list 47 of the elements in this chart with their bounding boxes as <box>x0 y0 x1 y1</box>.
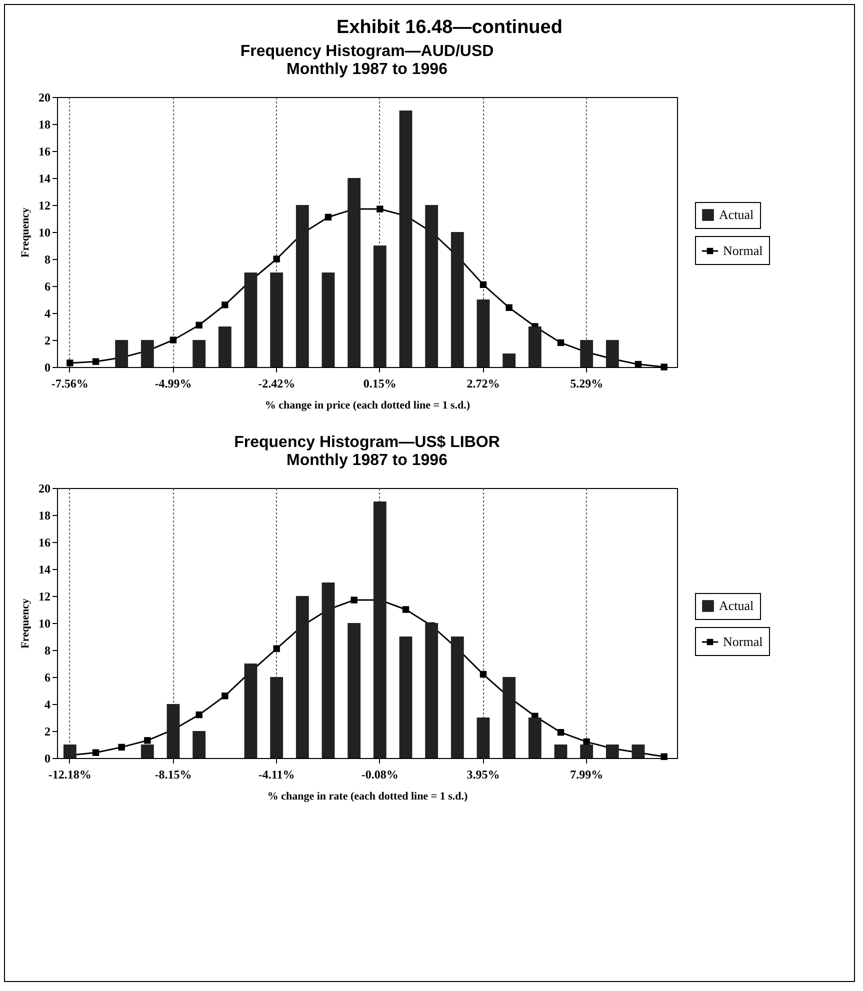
y-tick-label: 18 <box>38 118 50 132</box>
y-tick-label: 12 <box>38 198 50 212</box>
x-axis-title: % change in rate (each dotted line = 1 s.d.) <box>267 790 468 802</box>
chart-subtitle: Monthly 1987 to 1996 <box>286 61 448 78</box>
legend-label: Actual <box>719 207 754 222</box>
y-tick-label: 6 <box>44 280 50 294</box>
y-axis-title: Frequency <box>20 598 32 648</box>
x-tick-label: -12.18% <box>48 768 92 782</box>
y-tick-label: 16 <box>38 536 50 550</box>
y-tick-label: 10 <box>38 616 50 630</box>
y-tick-label: 20 <box>38 90 50 104</box>
x-tick-label: 0.15% <box>363 376 396 390</box>
chart-title: Frequency Histogram—AUD/USD <box>240 43 494 60</box>
y-tick-label: 20 <box>38 482 50 496</box>
legend-label: Actual <box>719 598 754 613</box>
x-tick-label: -4.11% <box>258 768 295 782</box>
x-tick-label: 2.72% <box>466 376 500 390</box>
y-tick-label: 6 <box>44 670 50 684</box>
y-tick-label: 4 <box>44 698 50 712</box>
y-tick-label: 0 <box>44 360 50 374</box>
y-tick-label: 16 <box>38 144 50 158</box>
y-tick-label: 10 <box>38 226 50 240</box>
x-tick-label: -0.08% <box>361 768 398 782</box>
legend-label: Normal <box>723 243 764 258</box>
y-tick-label: 8 <box>44 644 50 658</box>
y-tick-label: 18 <box>38 508 50 522</box>
y-tick-label: 4 <box>44 306 50 320</box>
chart-subtitle: Monthly 1987 to 1996 <box>286 452 448 469</box>
y-axis-title: Frequency <box>20 207 32 258</box>
y-tick-label: 14 <box>38 562 50 576</box>
x-tick-label: -7.56% <box>51 376 88 390</box>
x-tick-label: -8.15% <box>154 768 192 782</box>
x-axis-title: % change in price (each dotted line = 1 s.d.) <box>264 400 470 412</box>
x-tick-label: 5.29% <box>570 376 604 390</box>
y-tick-label: 14 <box>38 172 50 186</box>
text: Exhibit 16.48—continued <box>336 17 564 39</box>
y-tick-label: 2 <box>44 724 50 738</box>
y-tick-label: 0 <box>44 752 50 766</box>
x-tick-label: 3.95% <box>466 768 500 782</box>
x-tick-label: 7.99% <box>570 768 604 782</box>
y-tick-label: 12 <box>38 590 50 604</box>
x-tick-label: -4.99% <box>154 376 192 390</box>
y-tick-label: 8 <box>44 252 50 266</box>
x-tick-label: -2.42% <box>258 376 296 390</box>
chart-title: Frequency Histogram—US$ LIBOR <box>234 434 500 451</box>
y-tick-label: 2 <box>44 334 50 348</box>
legend-label: Normal <box>723 634 764 649</box>
